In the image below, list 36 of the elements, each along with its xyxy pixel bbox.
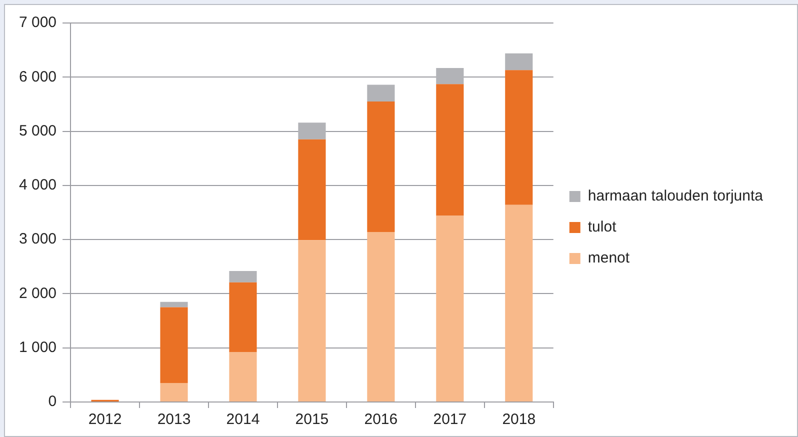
x-tick-label: 2017 xyxy=(433,411,467,428)
x-tick-label: 2018 xyxy=(502,411,536,428)
y-tick-label: 5 000 xyxy=(18,122,57,140)
y-tick-label: 1 000 xyxy=(18,339,57,356)
bar xyxy=(160,307,188,384)
bar xyxy=(505,204,533,402)
bar xyxy=(367,84,395,102)
bar xyxy=(436,216,464,402)
legend-label: menot xyxy=(588,250,630,267)
bar xyxy=(298,122,326,140)
x-tick-label: 2013 xyxy=(157,411,191,428)
x-tick-label: 2014 xyxy=(226,411,260,428)
y-tick-label: 7 000 xyxy=(18,14,57,32)
y-tick-label: 0 xyxy=(48,393,57,410)
x-tick-label: 2015 xyxy=(295,411,329,428)
bar xyxy=(298,139,326,240)
x-tick-label: 2016 xyxy=(364,411,398,428)
bar xyxy=(367,232,395,402)
legend-label: tulot xyxy=(588,218,618,236)
bar xyxy=(229,282,257,352)
y-tick-label: 6 000 xyxy=(18,68,57,86)
bar xyxy=(298,240,326,402)
y-tick-label: 4 000 xyxy=(18,176,57,194)
bar xyxy=(160,302,188,308)
bar xyxy=(229,270,257,282)
bar xyxy=(505,70,533,205)
bar xyxy=(367,102,395,232)
y-tick-label: 3 000 xyxy=(18,230,57,248)
bar xyxy=(436,84,464,216)
legend-label: harmaan talouden torjunta xyxy=(588,188,764,205)
x-tick-label: 2012 xyxy=(88,411,122,428)
bar xyxy=(436,68,464,84)
y-tick-label: 2 000 xyxy=(18,284,57,302)
bar xyxy=(505,53,533,70)
bar xyxy=(160,383,188,402)
bar xyxy=(229,352,257,402)
